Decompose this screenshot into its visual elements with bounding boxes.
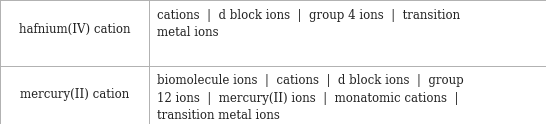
Text: biomolecule ions  |  cations  |  d block ions  |  group
12 ions  |  mercury(II) : biomolecule ions | cations | d block ion… xyxy=(157,74,464,122)
Text: mercury(II) cation: mercury(II) cation xyxy=(20,88,129,101)
Bar xyxy=(0,0,546,66)
Text: hafnium(IV) cation: hafnium(IV) cation xyxy=(19,23,130,36)
Text: cations  |  d block ions  |  group 4 ions  |  transition
metal ions: cations | d block ions | group 4 ions | … xyxy=(157,9,460,39)
Bar xyxy=(0,66,546,124)
